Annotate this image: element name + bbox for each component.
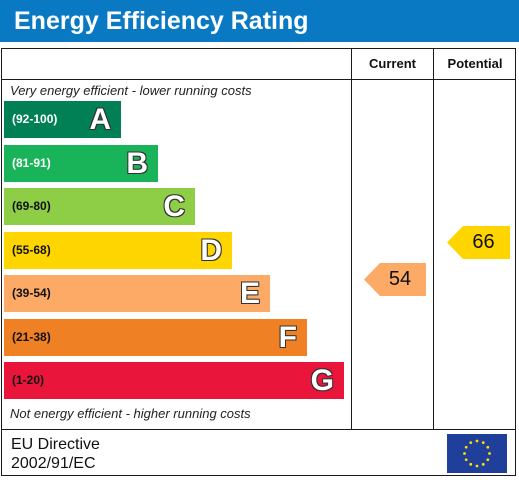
title-bar: Energy Efficiency Rating: [0, 0, 519, 42]
flag-star: [486, 445, 490, 449]
band-range-label: (21-38): [12, 329, 51, 344]
efficient-note: Very energy efficient - lower running co…: [10, 83, 252, 98]
band-f: (21-38) F: [4, 318, 307, 356]
flag-star: [481, 462, 485, 466]
rating-table: [1, 48, 516, 476]
flag-star: [463, 452, 466, 455]
pointer-arrow-shape: [364, 263, 426, 296]
band-letter: F: [278, 320, 297, 354]
band-letter: G: [310, 364, 334, 397]
current-column-divider: [351, 48, 352, 430]
band-letter: D: [200, 233, 222, 267]
flag-star: [469, 462, 473, 466]
flag-star: [488, 452, 491, 455]
band-range-label: (1-20): [12, 373, 45, 387]
current-column-header: Current: [369, 56, 416, 71]
flag-star: [486, 458, 490, 462]
header-divider: [1, 79, 516, 80]
flag-star: [469, 441, 473, 445]
band-range-label: (92-100): [12, 112, 58, 126]
band-range-label: (81-91): [12, 155, 51, 170]
band-letter: C: [163, 190, 185, 223]
band-letter: B: [126, 146, 148, 180]
band-d: (55-68) D: [4, 231, 232, 269]
eu-flag-icon: [447, 434, 507, 473]
band-letter: A: [89, 103, 111, 136]
directive-line-2: 2002/91/EC: [11, 455, 96, 472]
inefficient-note: Not energy efficient - higher running co…: [10, 406, 251, 421]
current-rating-value: 54: [388, 268, 412, 290]
directive-line-1: EU Directive: [11, 436, 100, 453]
band-c: (69-80) C: [4, 188, 195, 225]
current-rating-pointer: 54: [364, 263, 426, 296]
band-range-label: (69-80): [12, 199, 51, 213]
chart-title: Energy Efficiency Rating: [14, 7, 309, 35]
band-range-label: (39-54): [12, 286, 51, 300]
potential-rating-pointer: 66: [447, 226, 510, 260]
flag-star: [475, 464, 479, 468]
potential-column-divider: [433, 48, 434, 430]
footer-divider: [1, 429, 516, 430]
pointer-arrow-shape: [447, 226, 510, 260]
potential-column-header: Potential: [447, 56, 503, 71]
band-range-label: (55-68): [12, 242, 51, 257]
flag-star: [475, 439, 479, 443]
flag-star: [464, 458, 468, 462]
eu-directive: EU Directive 2002/91/EC: [11, 435, 100, 473]
potential-rating-value: 66: [472, 231, 495, 254]
band-e: (39-54) E: [4, 275, 270, 312]
band-a: (92-100) A: [4, 101, 121, 138]
band-g: (1-20) G: [4, 362, 344, 399]
flag-star: [464, 445, 468, 449]
band-b: (81-91) B: [4, 144, 158, 182]
band-letter: E: [239, 277, 260, 310]
flag-star: [481, 441, 485, 445]
